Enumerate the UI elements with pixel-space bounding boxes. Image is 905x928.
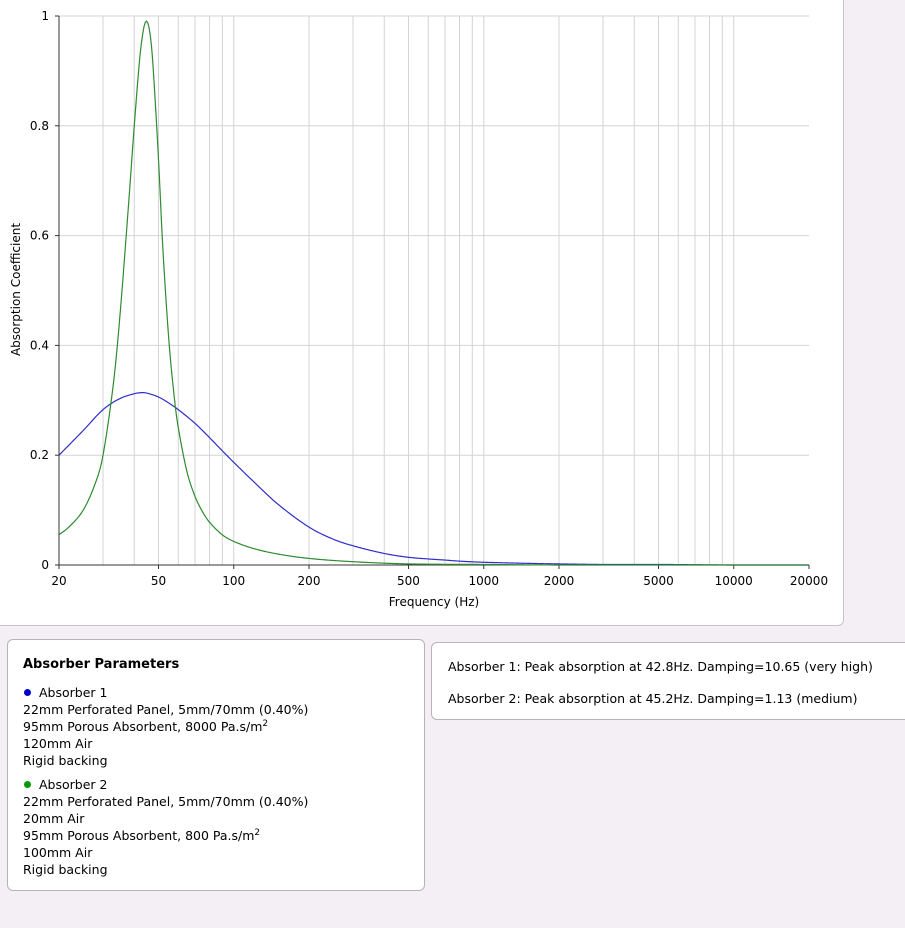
x-tick-label: 5000 <box>643 574 674 588</box>
x-tick-label: 20 <box>51 574 66 588</box>
absorber-parameters-panel: Absorber Parameters Absorber 1 22mm Perf… <box>7 639 425 891</box>
absorber-2-name: Absorber 2 <box>39 777 108 792</box>
x-tick-label: 500 <box>397 574 420 588</box>
y-tick-label: 0.4 <box>30 338 49 352</box>
x-tick-label: 200 <box>298 574 321 588</box>
results-panel: Absorber 1: Peak absorption at 42.8Hz. D… <box>431 642 905 720</box>
x-tick-label: 20000 <box>790 574 828 588</box>
x-tick-label: 10000 <box>715 574 753 588</box>
series-line-absorber-2 <box>58 20 809 566</box>
absorber-1-block: Absorber 1 22mm Perforated Panel, 5mm/70… <box>23 684 424 769</box>
y-tick-label: 0.2 <box>30 448 49 462</box>
result-absorber-2: Absorber 2: Peak absorption at 45.2Hz. D… <box>448 691 858 706</box>
x-tick-label: 50 <box>151 574 166 588</box>
absorber-1-layer: 22mm Perforated Panel, 5mm/70mm (0.40%) <box>23 702 309 717</box>
x-tick-label: 100 <box>222 574 245 588</box>
absorber-1-header: Absorber 1 <box>23 684 424 701</box>
y-tick-label: 1 <box>41 9 49 23</box>
absorber-1-layer: 120mm Air <box>23 736 93 751</box>
series-line-absorber-1 <box>58 391 809 566</box>
y-axis-title: Absorption Coefficient <box>9 223 23 356</box>
x-tick-label: 1000 <box>468 574 499 588</box>
absorber-2-layer: 22mm Perforated Panel, 5mm/70mm (0.40%) <box>23 794 309 809</box>
absorber-1-layer: Rigid backing <box>23 753 108 768</box>
absorber-2-layer: Rigid backing <box>23 862 108 877</box>
absorption-chart: 0 0.2 0.4 0.6 0.8 1 20 50 100 200 500 1000 2000 5000 1… <box>9 9 828 609</box>
x-axis-title: Frequency (Hz) <box>389 595 480 609</box>
absorber-2-layer: 100mm Air <box>23 845 93 860</box>
absorber-1-layer: 95mm Porous Absorbent, 8000 Pa.s/m2 <box>23 718 269 734</box>
absorber-2-block: Absorber 2 22mm Perforated Panel, 5mm/70… <box>23 776 424 878</box>
y-tick-label: 0 <box>41 558 49 572</box>
chart-panel: 0 0.2 0.4 0.6 0.8 1 20 50 100 200 500 1000 2000 5000 1… <box>0 0 844 626</box>
y-tick-label: 0.8 <box>30 119 49 133</box>
params-title: Absorber Parameters <box>23 657 180 672</box>
absorber-2-layer: 95mm Porous Absorbent, 800 Pa.s/m2 <box>23 827 261 843</box>
y-tick-label: 0.6 <box>30 229 49 243</box>
absorber-2-header: Absorber 2 <box>23 776 424 793</box>
absorber-2-dot-icon <box>24 781 31 788</box>
x-tick-label: 2000 <box>544 574 575 588</box>
result-absorber-1: Absorber 1: Peak absorption at 42.8Hz. D… <box>448 659 873 674</box>
absorber-1-dot-icon <box>24 689 31 696</box>
absorber-1-name: Absorber 1 <box>39 685 108 700</box>
absorber-2-layer: 20mm Air <box>23 811 85 826</box>
